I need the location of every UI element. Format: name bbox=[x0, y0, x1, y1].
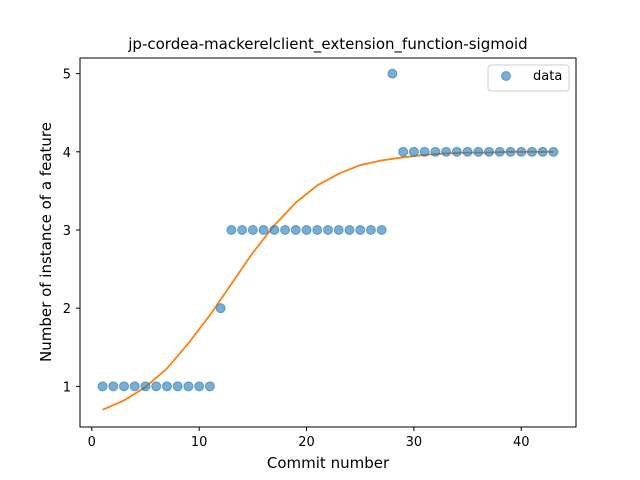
data-point bbox=[183, 381, 194, 392]
data-point bbox=[451, 146, 462, 157]
data-point bbox=[204, 381, 215, 392]
data-point bbox=[258, 224, 269, 235]
data-point bbox=[226, 224, 237, 235]
data-point bbox=[548, 146, 559, 157]
legend-marker-data bbox=[501, 71, 511, 81]
y-tick-label: 2 bbox=[63, 302, 71, 317]
chart-title: jp-cordea-mackerelclient_extension_funct… bbox=[127, 35, 527, 54]
data-point bbox=[365, 224, 376, 235]
data-point bbox=[419, 146, 430, 157]
data-point bbox=[194, 381, 205, 392]
legend: data bbox=[487, 64, 570, 92]
legend-box bbox=[487, 64, 570, 92]
data-point bbox=[355, 224, 366, 235]
data-point bbox=[215, 303, 226, 314]
data-point bbox=[312, 224, 323, 235]
data-point bbox=[516, 146, 527, 157]
data-point bbox=[494, 146, 505, 157]
x-axis-title: Commit number bbox=[267, 454, 390, 472]
data-point bbox=[333, 224, 344, 235]
data-point bbox=[151, 381, 162, 392]
data-point bbox=[473, 146, 484, 157]
data-point bbox=[387, 68, 398, 79]
axis-layer: 0 10 20 30 40 1 2 3 4 5 bbox=[63, 68, 530, 450]
data-point bbox=[161, 381, 172, 392]
data-point bbox=[108, 381, 119, 392]
y-tick-label: 1 bbox=[63, 380, 71, 395]
data-point bbox=[484, 146, 495, 157]
data-point bbox=[505, 146, 516, 157]
data-point bbox=[398, 146, 409, 157]
x-tick-label: 0 bbox=[88, 435, 96, 450]
data-point bbox=[269, 224, 280, 235]
x-tick-label: 40 bbox=[513, 435, 530, 450]
y-tick-label: 4 bbox=[63, 146, 71, 161]
x-tick-label: 10 bbox=[191, 435, 208, 450]
data-point bbox=[290, 224, 301, 235]
data-point bbox=[280, 224, 291, 235]
data-point bbox=[119, 381, 130, 392]
series-layer bbox=[97, 68, 559, 411]
data-point bbox=[376, 224, 387, 235]
data-point bbox=[301, 224, 312, 235]
y-tick-label: 3 bbox=[63, 224, 71, 239]
data-point bbox=[526, 146, 537, 157]
legend-label-data: data bbox=[533, 69, 562, 84]
x-tick-label: 30 bbox=[406, 435, 423, 450]
data-point bbox=[97, 381, 108, 392]
data-point bbox=[237, 224, 248, 235]
data-point bbox=[344, 224, 355, 235]
data-point bbox=[140, 381, 151, 392]
data-point bbox=[441, 146, 452, 157]
data-point bbox=[172, 381, 183, 392]
data-point bbox=[247, 224, 258, 235]
data-point bbox=[408, 146, 419, 157]
data-point bbox=[462, 146, 473, 157]
plot-frame bbox=[79, 57, 577, 428]
data-point bbox=[323, 224, 333, 235]
y-axis-title: Number of instance of a feature bbox=[37, 122, 55, 362]
data-point bbox=[129, 381, 140, 392]
y-tick-label: 5 bbox=[63, 68, 71, 83]
data-point bbox=[430, 146, 441, 157]
x-tick-label: 20 bbox=[298, 435, 315, 450]
plot-area bbox=[80, 58, 576, 427]
data-point bbox=[537, 146, 548, 157]
